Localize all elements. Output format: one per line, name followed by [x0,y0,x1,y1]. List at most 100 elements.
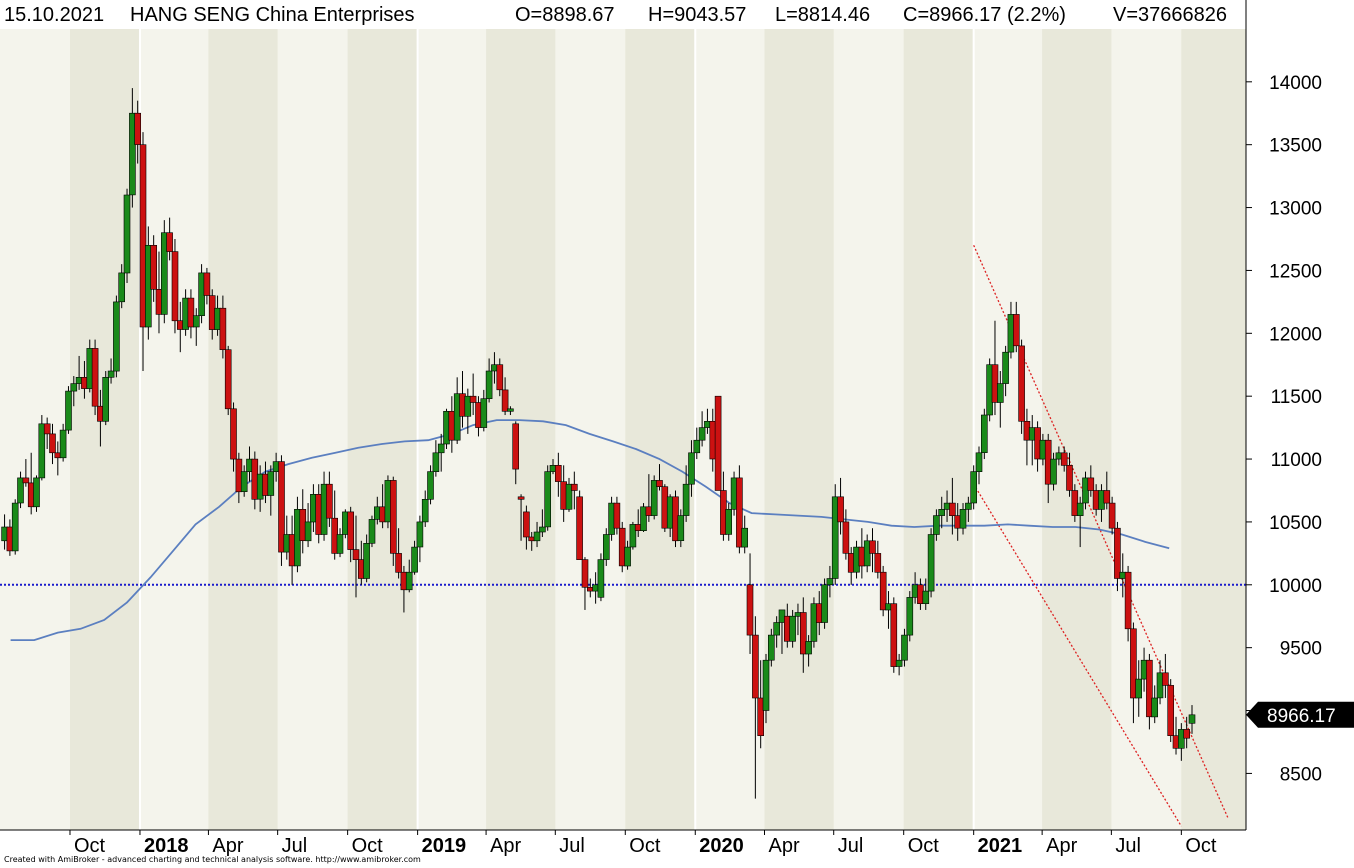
candle-body [1151,697,1158,718]
x-tick-label: Oct [908,835,940,857]
candle [193,308,200,346]
month-band [371,29,395,830]
candle-body [523,511,530,538]
month-band [417,29,442,830]
candle-body [581,559,589,588]
candle [757,660,765,749]
candle-body [11,502,19,552]
candle-body [65,390,72,431]
candle [501,377,509,416]
candle [1167,679,1174,742]
candle [1124,565,1132,642]
candle-body [1050,458,1057,485]
candle [554,452,562,497]
month-band [163,29,186,830]
candle-body [251,458,259,500]
month-band [997,29,1020,830]
x-tick-label: Jul [1115,835,1141,857]
candle-body [890,603,898,667]
candle-body [1028,427,1036,441]
candle [752,616,759,799]
candle-body [134,112,141,145]
candle [714,395,722,491]
candle-body [1092,490,1100,510]
candle [1066,452,1073,497]
candle-body [91,348,99,407]
candle [326,471,333,527]
candle-body [853,546,860,573]
candle-body [1108,502,1116,529]
candle [139,132,147,372]
candle [879,565,887,617]
candle-body [624,546,631,567]
candle-body [879,571,887,611]
candle [677,509,685,548]
candle [123,188,131,284]
candle [17,471,24,509]
candle-body [421,498,429,523]
candle-body [613,502,621,529]
y-tick-label: 8500 [1280,764,1322,785]
candle-body [970,471,978,504]
month-band [394,29,419,830]
candle [927,528,935,598]
candle-body [33,477,40,508]
candle-body [219,307,227,351]
header-high: H=9043.57 [648,4,746,26]
candle-body [714,395,722,491]
candle [970,465,978,510]
candle-body [544,471,552,528]
header-volume: V=37666826 [1113,4,1227,26]
candle [1146,653,1153,730]
candle [576,490,583,560]
candle [922,578,930,610]
candle-body [959,508,967,529]
candle [134,100,141,164]
candle [11,499,19,555]
month-band [625,29,650,830]
candle-body [837,496,844,523]
x-tick-label: Oct [74,835,106,857]
candle [959,503,967,535]
candle-body [1178,729,1185,749]
candle [1060,446,1068,472]
candle-body [757,697,765,737]
x-tick-label: Jul [838,835,864,857]
x-tick-label: Apr [212,835,243,857]
month-band [184,29,209,830]
candle [437,433,445,472]
candle [171,238,179,334]
candle [975,446,983,485]
candle-body [166,232,173,252]
candle [336,528,344,558]
month-band [578,29,603,830]
candle [805,635,812,667]
month-band [93,29,117,830]
candle-body [767,634,775,661]
y-tick-label: 12500 [1269,261,1322,282]
candle-body [427,471,434,500]
candle-body [773,622,781,636]
header-open: O=8898.67 [515,4,615,26]
y-tick-label: 9500 [1280,639,1322,660]
candle-body [38,423,46,479]
candle-body [1114,527,1121,579]
candle [1162,653,1169,698]
candle [480,389,488,432]
candle [267,465,275,516]
month-band [254,29,279,830]
candle [150,235,157,302]
x-tick-label: Apr [1046,835,1077,857]
candle-body [1130,628,1137,699]
candle-body [224,349,232,410]
candle-body [629,524,637,548]
candle [421,490,429,527]
candle [1130,622,1137,724]
candle-body [1066,464,1073,491]
candle-body [102,376,109,422]
month-band [648,29,673,830]
credit-footer: Created with AmiBroker - advanced charti… [4,855,421,864]
candle-body [1002,351,1009,384]
candle [746,553,754,654]
candle-body [602,534,610,560]
